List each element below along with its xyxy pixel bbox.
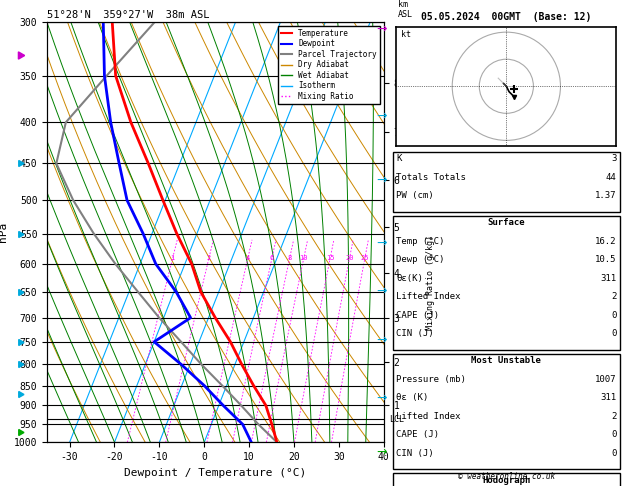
Text: 3: 3: [611, 154, 616, 163]
Text: 1.37: 1.37: [595, 191, 616, 200]
Text: km
ASL: km ASL: [398, 0, 413, 19]
Text: CIN (J): CIN (J): [396, 449, 434, 458]
Text: →: →: [376, 285, 387, 298]
Text: →: →: [376, 174, 387, 186]
Text: Hodograph: Hodograph: [482, 476, 530, 485]
Text: CAPE (J): CAPE (J): [396, 430, 439, 439]
Y-axis label: hPa: hPa: [0, 222, 8, 242]
Text: Temp (°C): Temp (°C): [396, 237, 445, 246]
Text: θε(K): θε(K): [396, 274, 423, 283]
Text: →: →: [376, 392, 387, 405]
Text: 51°28'N  359°27'W  38m ASL: 51°28'N 359°27'W 38m ASL: [47, 10, 209, 20]
Text: Lifted Index: Lifted Index: [396, 292, 461, 301]
Text: 2: 2: [611, 292, 616, 301]
Text: CIN (J): CIN (J): [396, 329, 434, 338]
Text: 8: 8: [287, 255, 292, 261]
Text: 44: 44: [606, 173, 616, 182]
Text: 20: 20: [345, 255, 354, 261]
Text: 2: 2: [207, 255, 211, 261]
Text: 05.05.2024  00GMT  (Base: 12): 05.05.2024 00GMT (Base: 12): [421, 12, 591, 22]
Text: Most Unstable: Most Unstable: [471, 356, 542, 365]
Text: 0: 0: [611, 311, 616, 320]
Text: kt: kt: [401, 30, 411, 39]
Text: 16.2: 16.2: [595, 237, 616, 246]
Text: 2: 2: [611, 412, 616, 421]
Text: 0: 0: [611, 329, 616, 338]
Text: K: K: [396, 154, 402, 163]
Text: PW (cm): PW (cm): [396, 191, 434, 200]
Text: © weatheronline.co.uk: © weatheronline.co.uk: [458, 472, 555, 481]
Text: LCL: LCL: [389, 415, 404, 424]
X-axis label: Dewpoint / Temperature (°C): Dewpoint / Temperature (°C): [125, 468, 306, 478]
Text: Dewp (°C): Dewp (°C): [396, 255, 445, 264]
Text: Pressure (mb): Pressure (mb): [396, 375, 466, 384]
Text: →: →: [376, 23, 387, 35]
Text: 1: 1: [170, 255, 175, 261]
Text: 311: 311: [600, 274, 616, 283]
Text: Totals Totals: Totals Totals: [396, 173, 466, 182]
Text: 10.5: 10.5: [595, 255, 616, 264]
Text: 10: 10: [299, 255, 308, 261]
Text: 6: 6: [270, 255, 274, 261]
Text: 4: 4: [246, 255, 250, 261]
Text: 1007: 1007: [595, 375, 616, 384]
Text: →: →: [376, 237, 387, 249]
Text: 311: 311: [600, 393, 616, 402]
Text: Lifted Index: Lifted Index: [396, 412, 461, 421]
Text: Mixing Ratio (g/kg): Mixing Ratio (g/kg): [426, 235, 435, 330]
Text: 25: 25: [360, 255, 369, 261]
Legend: Temperature, Dewpoint, Parcel Trajectory, Dry Adiabat, Wet Adiabat, Isotherm, Mi: Temperature, Dewpoint, Parcel Trajectory…: [277, 26, 380, 104]
Text: →: →: [376, 334, 387, 347]
Text: 15: 15: [326, 255, 335, 261]
Text: 0: 0: [611, 430, 616, 439]
Text: θε (K): θε (K): [396, 393, 428, 402]
Text: →: →: [376, 110, 387, 123]
Text: 0: 0: [611, 449, 616, 458]
Text: Surface: Surface: [487, 218, 525, 227]
Text: →: →: [376, 446, 387, 458]
Text: CAPE (J): CAPE (J): [396, 311, 439, 320]
